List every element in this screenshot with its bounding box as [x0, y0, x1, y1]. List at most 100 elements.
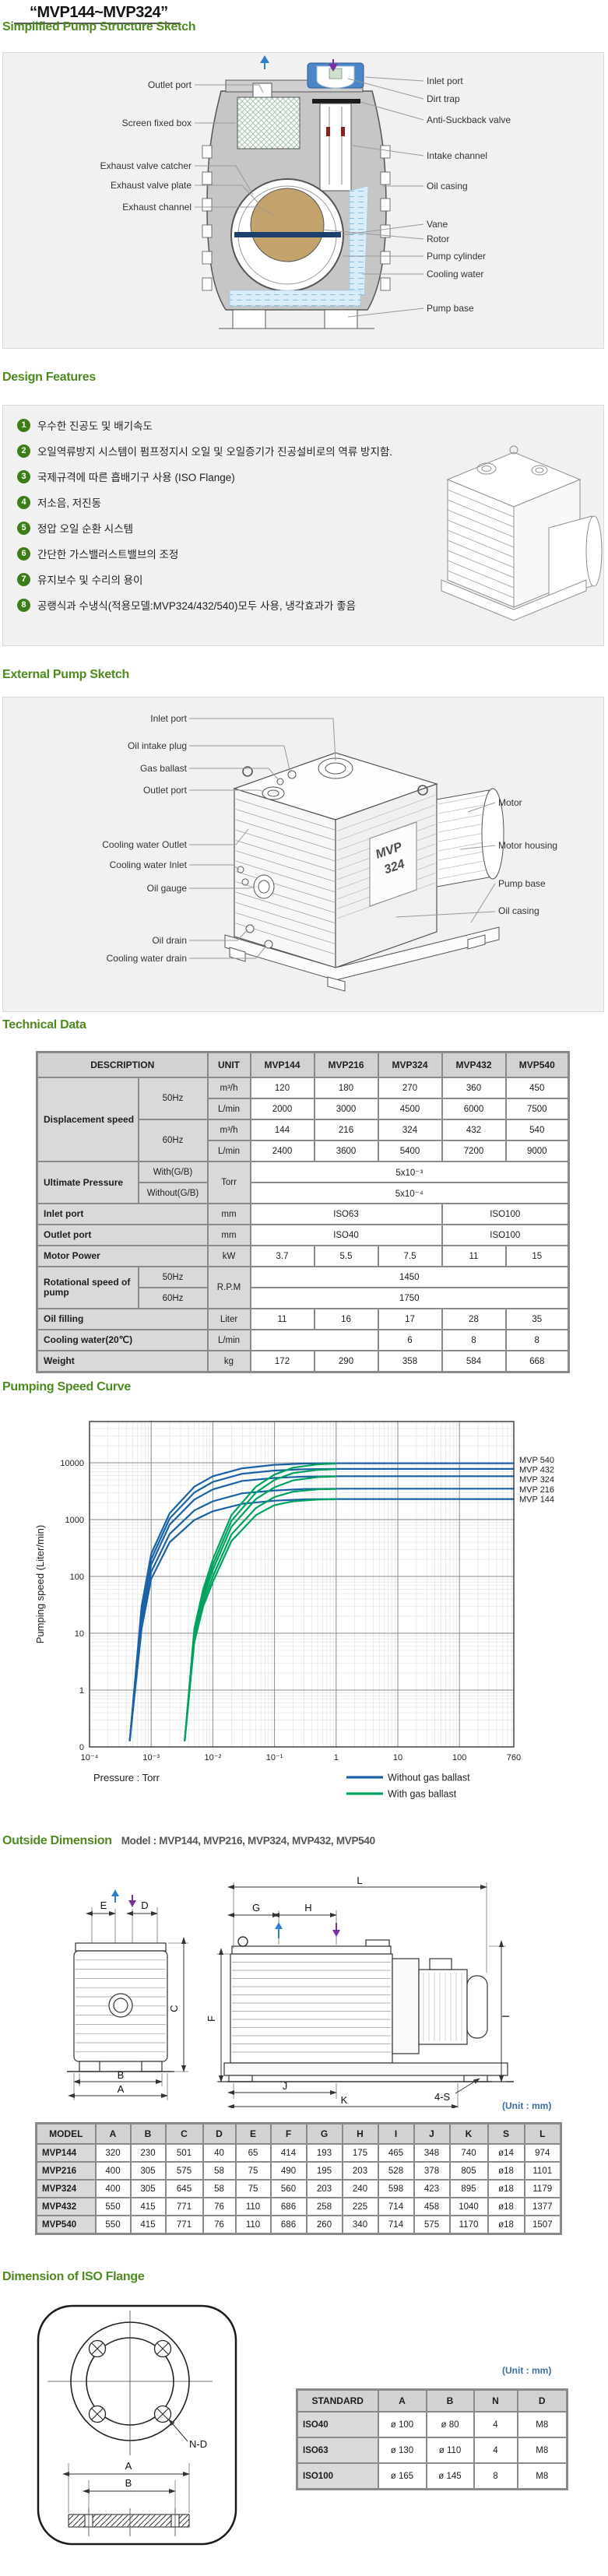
curve-MVP144-with-gas-ballast: [184, 1498, 337, 1741]
dim-letter-C: C: [168, 2005, 180, 2012]
line-shape: [447, 570, 515, 599]
table-header-row: MODEL A B C D E F G H I J K S L: [35, 2122, 562, 2145]
feature-number-badge: 1: [17, 419, 30, 432]
leader-line: [189, 828, 249, 845]
table-cell: 358: [377, 1350, 443, 1373]
table-cell: 203: [341, 2161, 379, 2181]
curve-label: MVP 432: [519, 1466, 554, 1475]
table-cell: 11: [249, 1308, 315, 1330]
x-tick-label: 10⁻⁴: [81, 1753, 99, 1762]
eyebolt-icon: [237, 1936, 248, 1947]
table-cell: 528: [377, 2161, 415, 2181]
table-cell: L/min: [206, 1140, 251, 1162]
line-shape: [235, 912, 336, 944]
table-cell: 340: [341, 2215, 379, 2235]
table-cell: Outlet port: [36, 1224, 209, 1246]
table-cell: 5x10⁻⁴: [249, 1182, 570, 1204]
plot-border: [89, 1421, 515, 1748]
outside-dimension-table: MODEL A B C D E F G H I J K S L MVP144 320 230 501 40 65 414…: [35, 2122, 562, 2235]
leader-line: [364, 76, 424, 82]
table-cell: R.P.M: [206, 1266, 251, 1309]
line-shape: [235, 860, 336, 893]
x-tick-label: 10: [393, 1753, 402, 1762]
table-cell: 7500: [504, 1098, 570, 1120]
table-cell: ISO100: [441, 1203, 570, 1225]
table-cell: 714: [377, 2215, 415, 2235]
table-cell: 1450: [249, 1266, 570, 1288]
column-header: I: [377, 2122, 415, 2145]
column-header: H: [341, 2122, 379, 2145]
y-tick-label: 0: [79, 1743, 84, 1752]
table-cell: Oil filling: [36, 1308, 209, 1330]
line-shape: [235, 809, 336, 841]
table-cell: 1101: [523, 2161, 562, 2181]
table-cell: MVP540: [504, 1051, 570, 1078]
diagram-label: Oil casing: [427, 181, 468, 192]
table-cell: 110: [234, 2215, 272, 2235]
table-cell: DESCRIPTION: [36, 1051, 209, 1078]
table-row: DESCRIPTION UNIT MVP144 MVP216 MVP324 MVP432 M…: [36, 1051, 570, 1078]
rect-shape: [202, 251, 213, 265]
table-cell: UNIT: [206, 1051, 251, 1078]
pump-base-shape: [232, 309, 266, 329]
outlet-arrow-icon: [111, 1889, 119, 1896]
table-cell: m³/h: [206, 1119, 251, 1141]
y-tick-label: 1: [79, 1686, 84, 1696]
table-cell: mm: [206, 1203, 251, 1225]
curve-label: MVP 540: [519, 1456, 554, 1465]
table-cell: 60Hz: [137, 1119, 209, 1162]
table-cell: 120: [249, 1077, 315, 1099]
table-cell: ø18: [487, 2215, 525, 2235]
curve-MVP540-with-gas-ballast: [184, 1462, 337, 1741]
table-cell: 771: [164, 2215, 204, 2235]
motor-end-shape: [481, 788, 504, 880]
leader-line: [321, 229, 424, 240]
feature-text: 간단한 가스밸러스트밸브의 조정: [37, 549, 179, 561]
feature-number-badge: 8: [17, 599, 30, 612]
diagram-label: Gas ballast: [140, 763, 188, 774]
diagram-label: Oil drain: [152, 935, 187, 946]
table-cell: 501: [164, 2143, 204, 2163]
table-cell: Without(G/B): [137, 1182, 209, 1204]
table-cell: 75: [234, 2179, 272, 2198]
table-cell: MVP144: [35, 2143, 97, 2163]
diagram-label: Inlet port: [150, 713, 187, 724]
table-cell: 575: [413, 2215, 451, 2235]
diagram-label: Outlet port: [143, 785, 188, 796]
dim-letter-F: F: [206, 2015, 217, 2022]
table-cell: 58: [202, 2161, 237, 2181]
table-row: Motor Power kW 3.7 5.5 7.5 11 15: [36, 1245, 570, 1267]
line-shape: [235, 819, 336, 852]
line-shape: [447, 489, 515, 518]
table-cell: 550: [94, 2215, 132, 2235]
table-cell: 348: [413, 2143, 451, 2163]
outlet-arrow-icon: [275, 1922, 283, 1929]
curve-MVP432-without-gas-ballast: [128, 1467, 515, 1741]
rect-shape: [202, 145, 213, 159]
y-tick-label: 10000: [60, 1459, 84, 1468]
table-row: Oil filling Liter 11 16 17 28 35: [36, 1308, 570, 1330]
table-cell: 9000: [504, 1140, 570, 1162]
base-shape: [441, 579, 587, 621]
table-cell: ø18: [487, 2197, 525, 2216]
table-cell: Ultimate Pressure: [36, 1161, 139, 1204]
table-cell: 50Hz: [137, 1077, 209, 1120]
column-header: STANDARD: [296, 2388, 379, 2413]
table-cell: ISO63: [249, 1203, 443, 1225]
column-header: D: [516, 2388, 568, 2413]
iso-flange-table-host: STANDARD A B N D ISO40 ø 100 ø 80 4 M8 ISO63 ø 130 ø…: [296, 2388, 568, 2490]
table-cell: 3000: [313, 1098, 379, 1120]
motor-shape: [436, 789, 490, 887]
line-shape: [447, 550, 515, 578]
rect-shape: [380, 198, 391, 212]
table-cell: Liter: [206, 1308, 251, 1330]
table-cell: MVP432: [441, 1051, 507, 1078]
design-feature-item: 4 저소음, 저진동: [17, 496, 597, 511]
y-tick-label: 10: [75, 1629, 84, 1639]
table-cell: ø 100: [377, 2411, 427, 2438]
dirt-trap-shape: [329, 68, 343, 79]
diagram-label: Exhaust valve catcher: [100, 160, 192, 171]
table-cell: M8: [516, 2462, 568, 2490]
section-heading-structure: Simplified Pump Structure Sketch: [2, 20, 196, 33]
table-cell: kg: [206, 1350, 251, 1373]
